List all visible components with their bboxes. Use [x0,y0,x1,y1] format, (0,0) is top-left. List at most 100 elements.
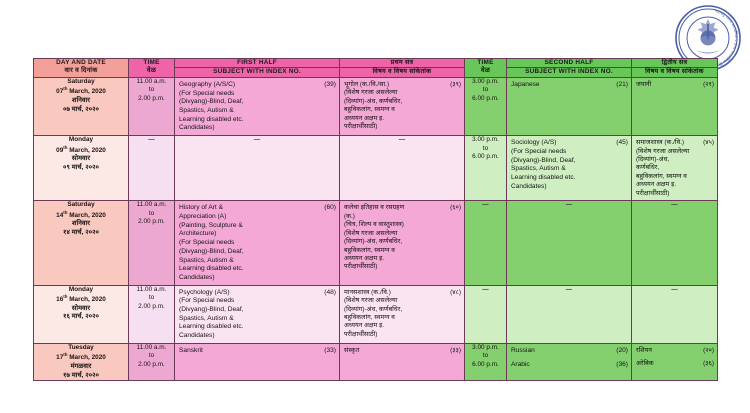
subject-index-en: (20) [616,346,628,354]
date-date-en: 07th March, 2020 [56,86,106,96]
subject-index-en: (33) [324,346,336,354]
header-row-1: DAY AND DATE वार व दिनांक TIME वेळ FIRST… [33,57,718,78]
date-date-mr: १६ मार्च, २०२० [63,313,99,321]
col-day-and-date-mr: वार व दिनांक [64,67,98,75]
subject-name-mr: मानसशास्त्र (क./वि.) (विशेष गरजा असलेल्या… [344,288,403,338]
timetable-body: Saturday 07th March, 2020 शनिवार ०७ मार्च, … [33,76,718,382]
date-day-en: Monday [68,136,94,144]
subject-index-mr: (२१) [703,80,714,88]
subject-name-mr: अरेबिक [636,360,654,368]
subject-index-mr: (४५) [703,139,714,147]
col-time-first-half: TIME वेळ [128,58,175,78]
subject-name-mr: जपानी [636,80,652,88]
subject-index-en: (60) [324,204,336,212]
cell-subject-en-first-half: Geography (A/S/C) (For Special needs (Divy… [174,76,340,137]
col-day-and-date: DAY AND DATE वार व दिनांक [33,58,129,78]
col-time-first-half-en: TIME [143,59,160,66]
time-line: 6.00 p.m. [472,153,499,161]
time-line: 2.00 p.m. [138,302,165,310]
cell-subject-mr-first-half: संस्कृत (३३) [339,342,465,382]
date-date-mr: ०९ मार्च, २०२० [63,163,99,171]
cell-day-and-date: Monday 16th March, 2020 सोमवार १६ मार्च, २०… [33,284,129,344]
col-time-second-half-mr: वेळ [480,67,491,75]
cell-subject-mr-first-half: मानसशास्त्र (क./वि.) (विशेष गरजा असलेल्या… [339,284,465,344]
col-second-half-mr: द्वितीय सत्र [631,57,718,69]
subject-name-mr: संस्कृत [344,346,360,354]
cell-subject-mr-second-half: समाजशास्त्र (क./वि.) (विशेष गरजा असलेल्या… [631,135,718,202]
col-first-half-mr: प्रथम सत्र [339,57,465,69]
cell-time-second-half: 3.00 p.m. to 6.00 p.m. [464,342,507,382]
time-line: to [148,352,155,360]
time-line: 2.00 p.m. [138,360,165,368]
cell-day-and-date: Saturday 07th March, 2020 शनिवार ०७ मार्च, … [33,76,129,137]
exam-timetable: DAY AND DATE वार व दिनांक TIME वेळ FIRST… [33,57,718,382]
cell-subject-en-first-half: History of Art & Appreciation (A) (Paintin… [174,200,340,286]
cell-time-empty: — [128,135,175,202]
cell-subject-mr-first-half: — [339,135,465,202]
date-date-mr: १४ मार्च, २०२० [63,229,99,237]
col-time-second-half-en: TIME [477,59,494,66]
col-second-half-subject-mr: विषय व विषय सांकेतांक [631,67,718,78]
cell-day-and-date: Monday 09th March, 2020 सोमवार ०९ मार्च, २०… [33,135,129,202]
cell-day-and-date: Tuesday 17th March, 2020 मंगळवार १७ मार्च, … [33,342,129,382]
cell-subject-mr-second-half: जपानी (२१) [631,76,718,137]
subject-index-mr: (६०) [450,204,461,212]
subject-index-mr: (४८) [450,288,461,296]
col-time-first-half-mr: वेळ [146,67,157,75]
date-date-en: 14th March, 2020 [56,209,106,219]
subject-index-en: (36) [616,360,628,368]
cell-subject-mr-second-half: — [631,200,718,286]
time-line: 11.00 a.m. [136,285,167,293]
subject-index-en: (39) [324,80,336,88]
time-line: 2.00 p.m. [138,218,165,226]
time-line: 3.00 p.m. [472,343,499,351]
date-day-en: Saturday [67,77,95,85]
subject-name-mr: समाजशास्त्र (क./वि.) (विशेष गरजा असलेल्या… [636,139,690,197]
time-line: 11.00 a.m. [136,201,167,209]
col-first-half-subject-mr: विषय व विषय सांकेतांक [339,67,465,78]
subject-name-en: Arabic [511,360,530,368]
cell-time-second-half: 3.00 p.m. to 6.00 p.m. [464,76,507,137]
col-time-second-half: TIME वेळ [464,58,507,78]
subject-name-en: Psychology (A/S) (For Special needs (Divya… [179,288,244,340]
date-date-mr: १७ मार्च, २०२० [63,371,99,379]
subject-index-en: (21) [616,80,628,88]
col-first-half-subject-en: SUBJECT WITH INDEX NO. [174,67,340,78]
subject-index-mr: (२०) [703,346,714,354]
time-line: 6.00 p.m. [472,94,499,102]
date-date-en: 17th March, 2020 [56,352,106,362]
cell-subject-en-second-half: — [506,284,632,344]
cell-subject-mr-first-half: कलेचा इतिहास व रसग्रहण (क.) (चित्र, शिल्प … [339,200,465,286]
cell-subject-en-second-half: Japanese (21) [506,76,632,137]
timetable-row: Saturday 07th March, 2020 शनिवार ०७ मार्च, … [33,76,718,137]
cell-time-first-half: 11.00 a.m. to 2.00 p.m. [128,76,175,137]
date-day-en: Tuesday [68,343,94,351]
cell-day-and-date: Saturday 14th March, 2020 शनिवार १४ मार्च, … [33,200,129,286]
cell-subject-en-second-half: — [506,200,632,286]
cell-subject-mr-second-half: — [631,284,718,344]
cell-time-second-half: 3.00 p.m. to 6.00 p.m. [464,135,507,202]
date-date-mr: ०७ मार्च, २०२० [63,105,99,113]
date-day-mr: सोमवार [71,155,91,163]
header-row-2: SUBJECT WITH INDEX NO. विषय व विषय सांके… [34,67,718,78]
timetable-row: Tuesday 17th March, 2020 मंगळवार १७ मार्च, … [33,342,718,382]
cell-time-first-half: 11.00 a.m. to 2.00 p.m. [128,284,175,344]
subject-index-en: (45) [616,139,628,147]
date-day-en: Monday [68,285,94,293]
cell-subject-en-first-half: — [174,135,340,202]
date-day-en: Saturday [67,201,95,209]
cell-time-first-half: 11.00 a.m. to 2.00 p.m. [128,342,175,382]
cell-time-empty: — [464,284,507,344]
time-line: to [148,294,155,302]
subject-name-en: Russian [511,346,535,354]
time-line: 11.00 a.m. [136,77,167,85]
subject-name-en: Sanskrit [179,346,203,354]
subject-index-en: (48) [324,288,336,296]
date-day-mr: सोमवार [71,304,91,312]
cell-subject-en-second-half: Russian (20) Arabic (36) [506,342,632,382]
cell-time-empty: — [464,200,507,286]
time-line: 2.00 p.m. [138,94,165,102]
time-line: to [482,352,489,360]
time-line: to [482,144,489,152]
subject-name-en: History of Art & Appreciation (A) (Paintin… [179,204,244,281]
